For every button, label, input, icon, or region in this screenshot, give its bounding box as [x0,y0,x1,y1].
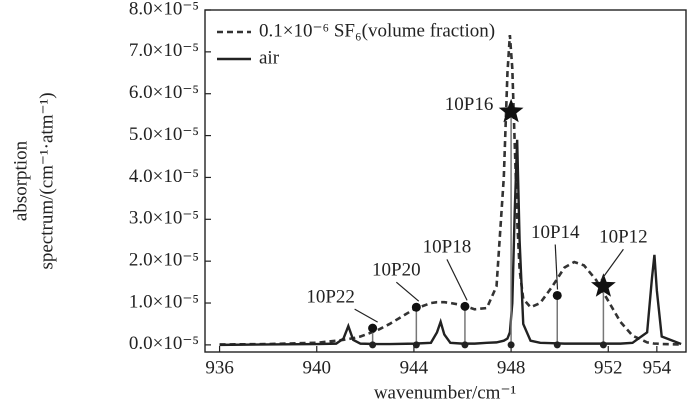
legend-label: 0.1×10⁻⁶ SF₆(volume fraction) [259,20,495,41]
y-tick-label: 7.0×10⁻⁵ [129,40,199,61]
laser-dot [368,323,378,333]
x-axis-label: wavenumber/cm⁻¹ [374,382,517,403]
laser-dot [552,290,562,300]
laser-base-dot [369,341,377,349]
y-tick-label: 4.0×10⁻⁵ [129,166,199,187]
x-tick-label: 952 [594,357,623,378]
y-tick-label: 2.0×10⁻⁵ [129,250,199,271]
laser-base-dot [461,341,469,349]
laser-label: 10P12 [599,227,648,248]
laser-label: 10P20 [372,260,421,281]
label-arrow [395,281,420,302]
laser-base-dot [507,341,515,349]
x-tick-label: 936 [205,357,234,378]
series-line [219,35,682,346]
x-tick-label: 948 [497,357,526,378]
y-axis-label: absorption [10,140,31,221]
laser-label: 10P18 [423,237,472,258]
x-tick-label: 944 [400,357,429,378]
y-tick-label: 1.0×10⁻⁵ [129,291,199,312]
x-tick-label: 954 [643,357,672,378]
y-tick-label: 0.0×10⁻⁵ [129,333,199,354]
legend-label: air [259,47,280,68]
y-tick-label: 3.0×10⁻⁵ [129,208,199,229]
laser-base-dot [412,341,420,349]
series-line [219,139,682,347]
y-tick-label: 6.0×10⁻⁵ [129,82,199,103]
laser-star [498,98,524,123]
label-arrow [354,308,378,323]
x-tick-label: 940 [302,357,331,378]
y-tick-label: 5.0×10⁻⁵ [129,124,199,145]
laser-label: 10P22 [306,286,355,307]
laser-label: 10P14 [531,222,580,243]
laser-star [591,273,616,297]
laser-label: 10P16 [445,94,494,115]
plot-frame [204,9,687,353]
laser-base-dot [599,341,607,349]
laser-base-dot [553,341,561,349]
label-arrow [554,244,559,290]
y-axis-label: spectrum/(cm⁻¹·atm⁻¹) [36,92,57,269]
laser-dot [460,301,470,311]
y-tick-label: 8.0×10⁻⁵ [129,0,199,19]
laser-dot [411,302,421,312]
label-arrow [600,248,624,281]
label-arrow [446,259,468,301]
